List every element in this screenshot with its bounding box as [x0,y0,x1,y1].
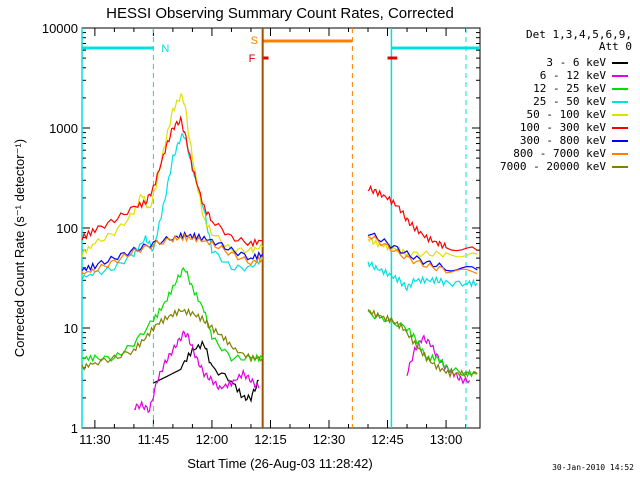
series-layer [81,93,478,414]
legend-title-line-1: Det 1,3,4,5,6,9, [526,28,632,41]
series-line [81,266,264,363]
x-tick-label: 12:45 [371,432,404,447]
series-line [367,235,478,275]
y-tick-label: 100 [56,221,78,236]
x-tick-label: 12:30 [313,432,346,447]
y-tick-label: 1 [71,421,78,436]
timestamp: 30-Jan-2010 14:52 [552,463,634,472]
legend-label: 6 - 12 keV [539,69,606,82]
flag-label-n: N [161,43,169,55]
series-line [367,184,478,252]
series-line [81,93,264,258]
legend-label: 50 - 100 keV [526,108,606,121]
legend-item: 50 - 100 keV [527,108,628,121]
x-axis-label: Start Time (26-Aug-03 11:28:42) [187,456,372,471]
flag-label-s: S [251,35,258,47]
legend-swatch [612,87,628,90]
legend-label: 3 - 6 keV [546,56,606,69]
legend-item: 25 - 50 keV [533,95,628,108]
legend-label: 100 - 300 keV [519,121,606,134]
y-tick-label: 1000 [49,121,78,136]
y-tick-label: 10 [64,321,78,336]
series-line [367,310,478,378]
series-line [153,339,259,404]
series-line [81,114,263,248]
legend-swatch [612,61,628,64]
legend-swatch [612,126,628,129]
legend-item: 100 - 300 keV [520,121,628,134]
x-tick-label: 11:45 [138,432,170,447]
legend-item: 300 - 800 keV [520,134,628,147]
legend-label: 25 - 50 keV [533,95,606,108]
axes-frame [81,27,481,429]
legend-swatch [612,152,628,155]
legend-item: 7000 - 20000 keV [500,160,628,173]
series-line [81,307,264,372]
series-line [367,309,478,379]
plot-frame [81,27,481,429]
x-tick-label: 13:00 [430,432,463,447]
legend-item: 12 - 25 keV [533,82,628,95]
legend-label: 12 - 25 keV [533,82,606,95]
x-tick-label: 12:15 [254,432,287,447]
legend-swatch [612,139,628,142]
observing-flags: N SF [81,28,480,428]
x-tick-label: 11:30 [79,432,111,447]
series-line [81,232,264,275]
chart-title: HESSI Observing Summary Count Rates, Cor… [106,5,454,22]
legend-label: 800 - 7000 keV [513,147,606,160]
legend-swatch [612,113,628,116]
series-line [367,236,478,258]
legend-swatch [612,165,628,168]
flag-label-f: F [249,53,256,65]
series-line [133,330,260,414]
legend-title-line-2: Att 0 [598,40,632,53]
series-line [367,232,478,272]
legend-item: 6 - 12 keV [540,69,628,82]
legend-swatch [612,100,628,103]
legend-item: 3 - 6 keV [546,56,628,69]
series-line [367,260,478,292]
tick-labels: 1 10 100 1000 10000 11:30 11:45 12:00 12:15 12:30… [42,21,462,447]
y-tick-label: 10000 [42,21,78,36]
legend-label: 7000 - 20000 keV [500,160,606,173]
y-axis-label: Corrected Count Rate (s⁻¹ detector⁻¹) [12,139,27,357]
legend-swatch [612,74,628,77]
x-tick-label: 12:00 [196,432,229,447]
series-line [81,132,264,280]
legend-item: 800 - 7000 keV [513,147,628,160]
legend-label: 300 - 800 keV [519,134,606,147]
